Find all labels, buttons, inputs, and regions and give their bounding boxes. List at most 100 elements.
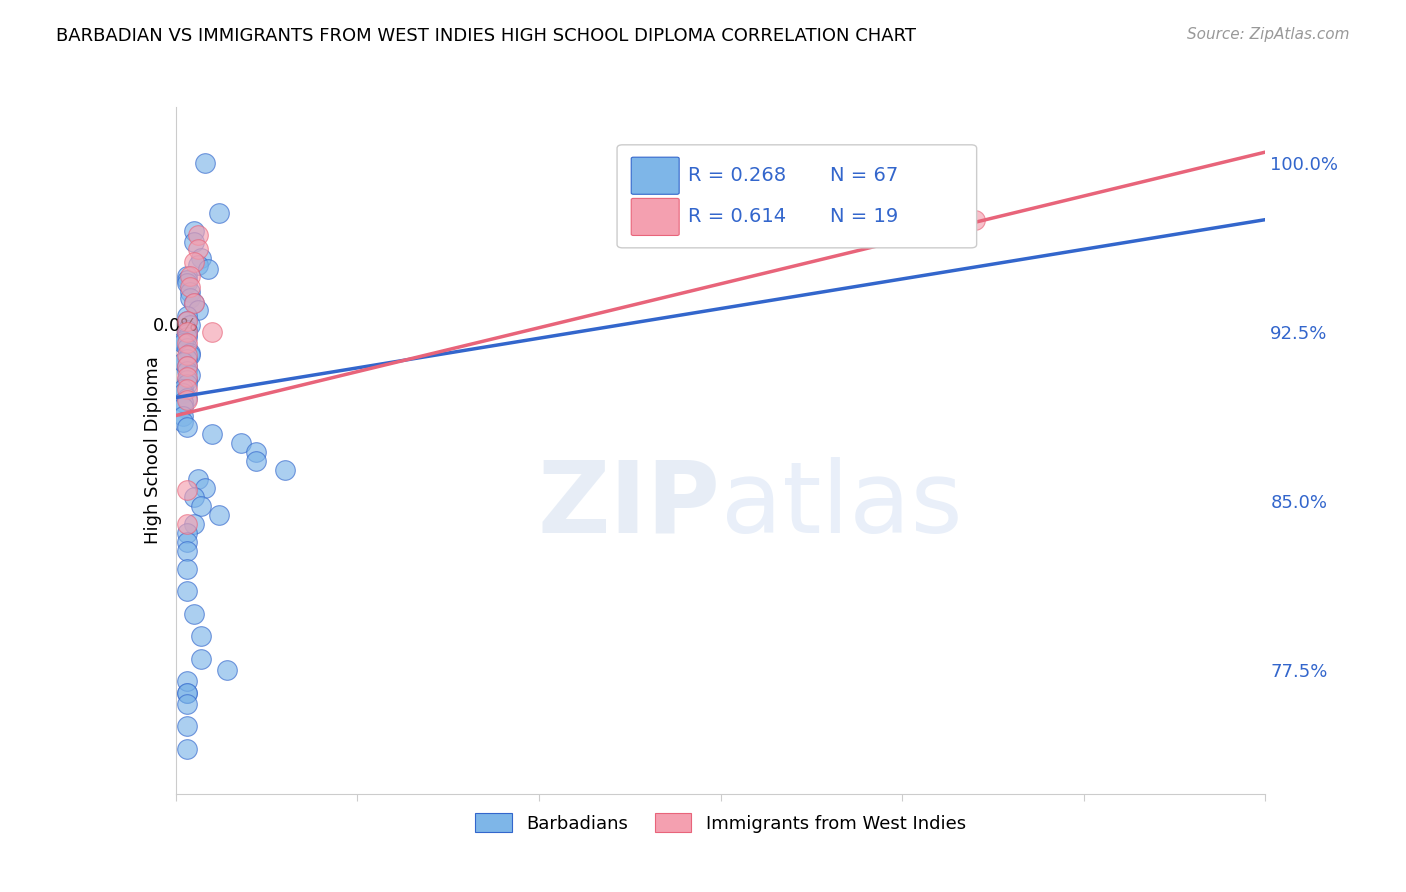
- Point: [176, 685, 198, 699]
- Point: [176, 363, 198, 377]
- Point: [179, 280, 201, 294]
- Point: [179, 285, 201, 299]
- Point: [176, 516, 198, 531]
- Point: [176, 341, 198, 355]
- Point: [172, 336, 194, 351]
- Point: [183, 516, 205, 531]
- Point: [855, 152, 877, 166]
- Point: [190, 251, 212, 265]
- Point: [197, 262, 219, 277]
- Point: [183, 224, 205, 238]
- Point: [176, 327, 198, 342]
- Point: [176, 674, 198, 689]
- Point: [176, 370, 198, 384]
- Point: [963, 212, 986, 227]
- Point: [183, 607, 205, 621]
- Point: [201, 325, 224, 339]
- Point: [190, 652, 212, 666]
- Point: [172, 400, 194, 414]
- Point: [176, 325, 198, 339]
- Point: [176, 273, 198, 287]
- Point: [201, 426, 224, 441]
- Point: [176, 685, 198, 699]
- Point: [190, 499, 212, 513]
- Point: [179, 368, 201, 382]
- Text: N = 19: N = 19: [830, 208, 898, 227]
- Point: [176, 348, 198, 362]
- Point: [176, 543, 198, 558]
- Text: BARBADIAN VS IMMIGRANTS FROM WEST INDIES HIGH SCHOOL DIPLOMA CORRELATION CHART: BARBADIAN VS IMMIGRANTS FROM WEST INDIES…: [56, 27, 917, 45]
- Point: [176, 268, 198, 283]
- Point: [176, 276, 198, 290]
- Point: [176, 323, 198, 337]
- Point: [176, 525, 198, 540]
- Point: [176, 719, 198, 733]
- Point: [183, 255, 205, 269]
- Point: [179, 318, 201, 333]
- Point: [176, 359, 198, 373]
- Point: [176, 330, 198, 344]
- Point: [172, 409, 194, 423]
- Point: [183, 296, 205, 310]
- Point: [245, 453, 267, 467]
- Point: [183, 490, 205, 504]
- Text: Source: ZipAtlas.com: Source: ZipAtlas.com: [1187, 27, 1350, 42]
- Point: [176, 483, 198, 497]
- Point: [176, 382, 198, 396]
- Point: [186, 472, 209, 486]
- Point: [176, 697, 198, 711]
- Text: R = 0.268: R = 0.268: [688, 166, 786, 186]
- Point: [928, 190, 950, 204]
- Point: [186, 258, 209, 272]
- Point: [172, 415, 194, 429]
- Point: [172, 395, 194, 409]
- Text: atlas: atlas: [721, 457, 962, 554]
- Point: [245, 444, 267, 458]
- Point: [186, 302, 209, 317]
- Point: [172, 354, 194, 368]
- Text: 0.0%: 0.0%: [153, 317, 198, 334]
- Point: [179, 348, 201, 362]
- FancyBboxPatch shape: [631, 198, 679, 235]
- Point: [274, 462, 297, 476]
- Point: [186, 242, 209, 256]
- Point: [183, 235, 205, 249]
- Point: [176, 534, 198, 549]
- Point: [176, 584, 198, 599]
- FancyBboxPatch shape: [617, 145, 977, 248]
- Point: [172, 386, 194, 401]
- Point: [179, 345, 201, 359]
- Point: [208, 206, 231, 220]
- Point: [183, 296, 205, 310]
- Point: [194, 156, 217, 170]
- Y-axis label: High School Diploma: High School Diploma: [143, 357, 162, 544]
- Point: [179, 292, 201, 306]
- Point: [176, 392, 198, 407]
- Legend: Barbadians, Immigrants from West Indies: Barbadians, Immigrants from West Indies: [468, 806, 973, 839]
- FancyBboxPatch shape: [631, 157, 679, 194]
- Point: [231, 435, 253, 450]
- Point: [172, 382, 194, 396]
- Point: [194, 481, 217, 495]
- Point: [176, 336, 198, 351]
- Text: N = 67: N = 67: [830, 166, 898, 186]
- Point: [176, 742, 198, 756]
- Text: R = 0.614: R = 0.614: [688, 208, 786, 227]
- Point: [176, 352, 198, 367]
- Point: [176, 419, 198, 434]
- Point: [176, 314, 198, 328]
- Point: [176, 391, 198, 405]
- Point: [186, 228, 209, 243]
- Point: [208, 508, 231, 522]
- Point: [176, 359, 198, 373]
- Point: [215, 663, 238, 677]
- Text: ZIP: ZIP: [537, 457, 721, 554]
- Point: [172, 334, 194, 349]
- Point: [176, 562, 198, 576]
- Point: [176, 377, 198, 392]
- Point: [176, 372, 198, 386]
- Point: [179, 268, 201, 283]
- Point: [176, 310, 198, 324]
- Point: [176, 314, 198, 328]
- Point: [190, 629, 212, 643]
